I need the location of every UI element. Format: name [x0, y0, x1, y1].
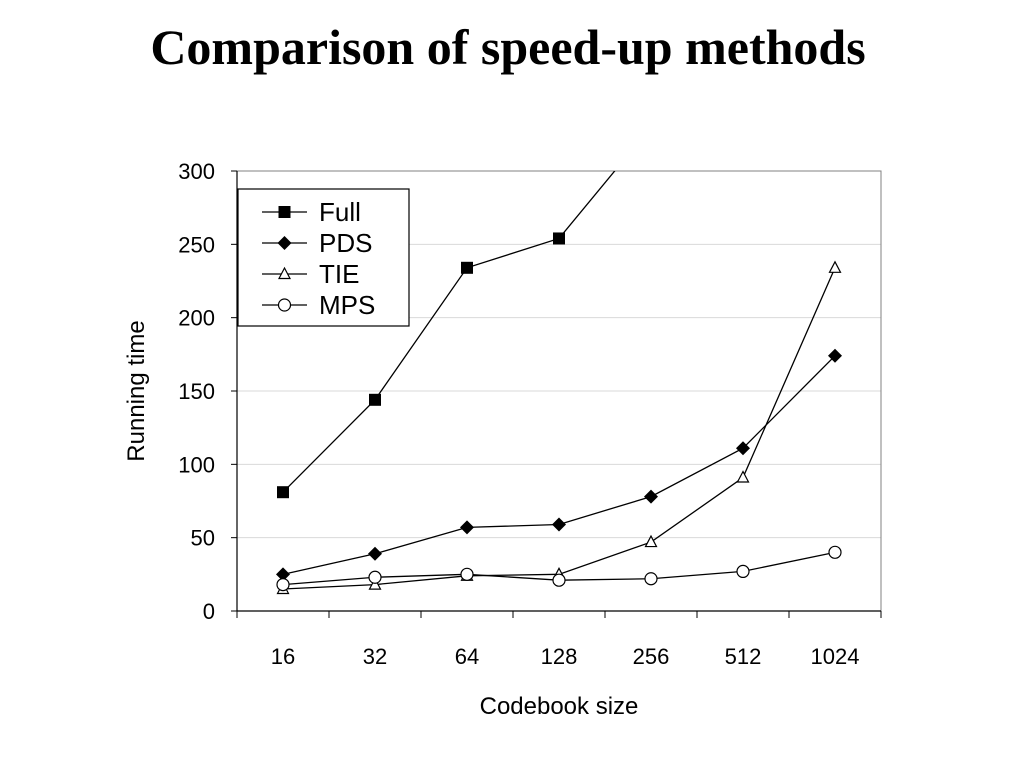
- ticks: 0 50 100 150 200 250 300 16 32 64 128 256 512 1024: [178, 159, 882, 669]
- data-point-mps: [276, 577, 290, 592]
- data-point-pds: [828, 348, 842, 363]
- x-tick-label: 512: [725, 644, 762, 669]
- data-point-pds: [276, 567, 290, 582]
- legend-marker-pds: [277, 236, 292, 250]
- data-point-tie: [736, 470, 750, 483]
- legend-label: MPS: [319, 290, 375, 320]
- y-axis-label: Running time: [123, 320, 150, 461]
- x-tick-label: 16: [271, 644, 295, 669]
- legend-marker-mps: [277, 298, 292, 312]
- x-tick-label: 1024: [811, 644, 860, 669]
- series-line-pds: [282, 355, 836, 575]
- legend-marker-tie: [278, 266, 291, 280]
- series-full: [277, 171, 616, 499]
- data-point-mps: [644, 572, 658, 586]
- data-point-full: [553, 232, 565, 245]
- series-mps: [276, 545, 842, 592]
- x-tick-label: 128: [541, 644, 578, 669]
- data-point-mps: [828, 545, 842, 559]
- y-tick-label: 50: [191, 526, 215, 551]
- slide-title: Comparison of speed-up methods: [150, 19, 866, 75]
- y-tick-label: 200: [178, 306, 215, 331]
- data-point-pds: [736, 441, 750, 456]
- data-point-mps: [552, 573, 566, 587]
- series-pds: [276, 348, 842, 582]
- data-point-full: [461, 261, 473, 274]
- x-tick-label: 64: [455, 644, 479, 669]
- data-point-mps: [368, 570, 382, 584]
- y-tick-label: 100: [178, 452, 215, 477]
- x-tick-label: 256: [633, 644, 670, 669]
- data-point-full: [277, 486, 289, 499]
- legend-marker-full: [278, 206, 291, 218]
- legend-label: Full: [319, 197, 361, 227]
- y-tick-label: 0: [203, 599, 215, 624]
- series-layer: [276, 171, 842, 595]
- y-tick-label: 250: [178, 232, 215, 257]
- legend-label: TIE: [319, 259, 359, 289]
- data-point-mps: [736, 564, 750, 579]
- data-point-pds: [552, 517, 566, 532]
- legend-label: PDS: [319, 228, 372, 258]
- data-point-mps: [460, 567, 474, 581]
- data-point-tie: [828, 260, 842, 273]
- data-point-full: [369, 393, 381, 406]
- data-point-pds: [368, 546, 382, 561]
- x-axis-label: Codebook size: [480, 693, 639, 720]
- y-tick-label: 300: [178, 159, 215, 184]
- data-point-pds: [460, 520, 474, 535]
- data-point-pds: [644, 489, 658, 504]
- y-tick-label: 150: [178, 379, 215, 404]
- x-tick-label: 32: [363, 644, 387, 669]
- data-point-tie: [644, 534, 658, 548]
